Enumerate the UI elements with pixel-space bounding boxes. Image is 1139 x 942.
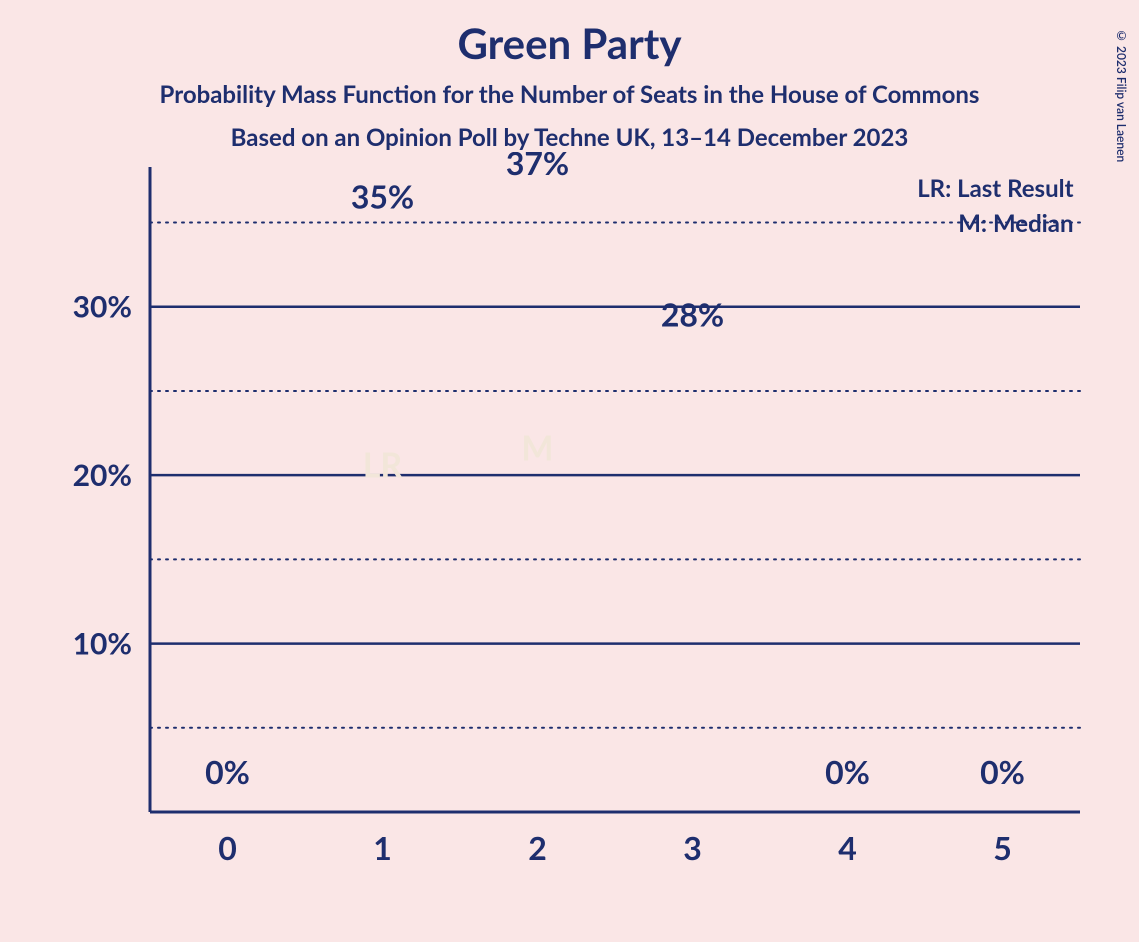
x-tick-label: 4: [838, 828, 857, 867]
chart-container: 10%20%30%0%035%LR137%M228%30%40%5 LR: La…: [40, 152, 1100, 882]
legend-m: M: Median: [917, 209, 1073, 238]
bar-value-label: 35%: [350, 177, 413, 216]
legend: LR: Last Result M: Median: [917, 174, 1073, 238]
bar-annotation: LR: [362, 444, 402, 485]
bar-value-label: 0%: [825, 752, 870, 791]
legend-lr: LR: Last Result: [917, 174, 1073, 203]
y-tick-label: 10%: [72, 626, 131, 662]
bar-annotation: M: [521, 427, 553, 468]
bar-value-label: 0%: [205, 752, 250, 791]
chart-title: Green Party: [0, 18, 1139, 68]
chart-subtitle-1: Probability Mass Function for the Number…: [0, 80, 1139, 109]
bar-value-label: 37%: [505, 152, 568, 182]
x-tick-label: 2: [528, 828, 547, 867]
x-tick-label: 1: [373, 828, 392, 867]
y-tick-label: 30%: [72, 289, 131, 325]
x-tick-label: 0: [218, 828, 237, 867]
bar-value-label: 28%: [660, 294, 723, 333]
bar-chart: 10%20%30%0%035%LR137%M228%30%40%5: [40, 152, 1100, 882]
bar-value-label: 0%: [980, 752, 1025, 791]
y-tick-label: 20%: [72, 457, 131, 493]
copyright-text: © 2023 Filip van Laenen: [1114, 28, 1129, 162]
x-tick-label: 5: [993, 828, 1012, 867]
chart-subtitle-2: Based on an Opinion Poll by Techne UK, 1…: [0, 123, 1139, 152]
x-tick-label: 3: [683, 828, 702, 867]
